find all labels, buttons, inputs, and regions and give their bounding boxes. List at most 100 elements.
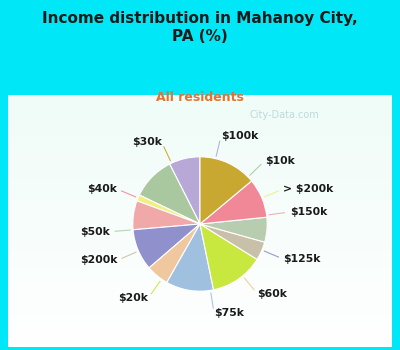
Text: Income distribution in Mahanoy City,
PA (%): Income distribution in Mahanoy City, PA … [42, 10, 358, 44]
Bar [8, 126, 392, 129]
Text: $60k: $60k [258, 289, 287, 299]
Bar [8, 296, 392, 299]
Bar [8, 324, 392, 328]
Bar [8, 331, 392, 334]
Bar [8, 173, 392, 176]
Bar [8, 290, 392, 293]
Wedge shape [167, 224, 214, 291]
Bar [8, 139, 392, 142]
Bar [8, 315, 392, 318]
Bar [8, 151, 392, 154]
Bar [8, 101, 392, 104]
Bar [8, 142, 392, 145]
Bar [8, 274, 392, 277]
Bar [8, 110, 392, 113]
Bar [8, 120, 392, 123]
Bar [8, 243, 392, 246]
Wedge shape [200, 224, 265, 259]
Wedge shape [133, 201, 200, 230]
Bar [8, 192, 392, 195]
Bar [8, 98, 392, 101]
Bar [8, 180, 392, 183]
Wedge shape [137, 195, 200, 224]
Text: $40k: $40k [87, 184, 116, 194]
Bar [8, 277, 392, 280]
Text: $30k: $30k [132, 137, 162, 147]
Bar [8, 239, 392, 243]
Bar [8, 230, 392, 233]
Wedge shape [149, 224, 200, 282]
Text: $50k: $50k [80, 227, 110, 237]
Bar [8, 280, 392, 284]
Bar [8, 236, 392, 239]
Bar [8, 293, 392, 296]
Bar [8, 261, 392, 265]
Wedge shape [200, 181, 267, 224]
Bar [8, 321, 392, 324]
Bar [8, 104, 392, 107]
Text: All residents: All residents [156, 91, 244, 104]
Bar [8, 284, 392, 287]
Bar [8, 145, 392, 148]
Bar [8, 299, 392, 302]
Bar [8, 246, 392, 249]
Bar [8, 167, 392, 170]
Text: $150k: $150k [290, 207, 327, 217]
Bar [8, 214, 392, 217]
Bar [8, 135, 392, 139]
Bar [8, 189, 392, 192]
Bar [8, 132, 392, 135]
Bar [8, 183, 392, 186]
Bar [8, 161, 392, 164]
Bar [8, 302, 392, 306]
Bar [8, 195, 392, 198]
Wedge shape [139, 164, 200, 224]
Wedge shape [170, 157, 200, 224]
Bar [8, 312, 392, 315]
Bar [8, 227, 392, 230]
Bar [8, 123, 392, 126]
Bar [8, 129, 392, 132]
Bar [8, 258, 392, 261]
Bar [8, 271, 392, 274]
Text: $200k: $200k [80, 256, 117, 265]
Bar [8, 198, 392, 202]
Bar [8, 107, 392, 110]
Bar [8, 202, 392, 205]
Bar [8, 255, 392, 258]
Bar [8, 318, 392, 321]
Bar [8, 217, 392, 220]
Bar [8, 328, 392, 331]
Bar [8, 233, 392, 236]
Bar [8, 113, 392, 117]
Bar [8, 154, 392, 158]
Bar [8, 306, 392, 309]
Wedge shape [200, 157, 252, 224]
Bar [8, 340, 392, 343]
Bar [8, 309, 392, 312]
Bar [8, 252, 392, 255]
Wedge shape [200, 224, 257, 290]
Bar [8, 343, 392, 346]
Bar [8, 337, 392, 340]
Text: > $200k: > $200k [284, 184, 334, 194]
Text: $75k: $75k [214, 308, 244, 319]
Wedge shape [200, 217, 267, 242]
Bar [8, 268, 392, 271]
Text: City-Data.com: City-Data.com [250, 110, 319, 120]
Text: $20k: $20k [118, 293, 148, 303]
Text: $10k: $10k [265, 156, 294, 166]
Text: $100k: $100k [221, 131, 258, 141]
Bar [8, 176, 392, 180]
Bar [8, 205, 392, 208]
Bar [8, 208, 392, 211]
Bar [8, 170, 392, 173]
Bar [8, 117, 392, 120]
Bar [8, 94, 392, 98]
Bar [8, 265, 392, 268]
Bar [8, 164, 392, 167]
Text: $125k: $125k [284, 254, 321, 264]
Bar [8, 158, 392, 161]
Bar [8, 220, 392, 224]
Bar [8, 186, 392, 189]
